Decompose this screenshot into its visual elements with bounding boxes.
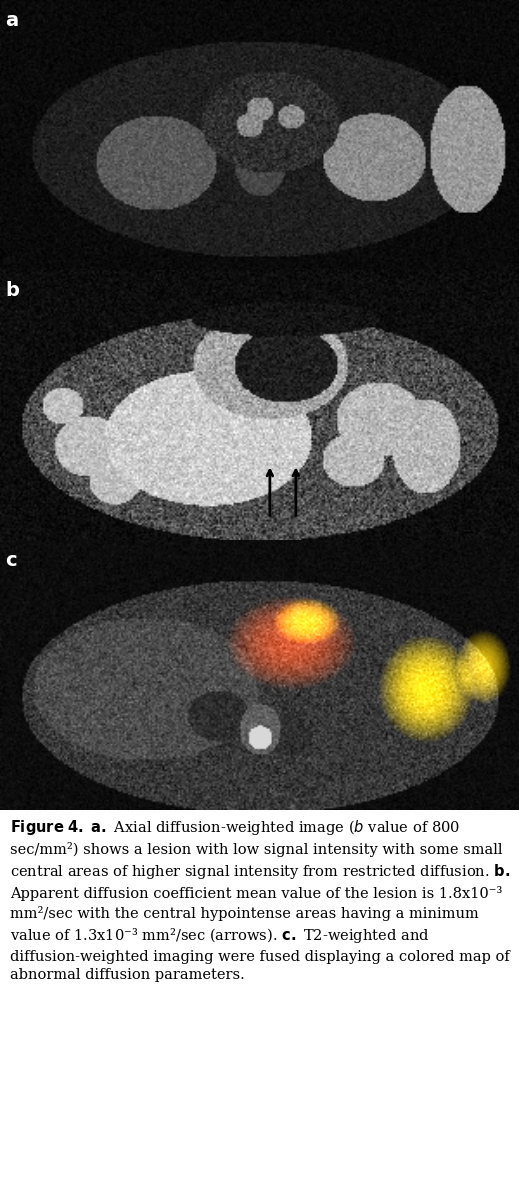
- Text: a: a: [5, 11, 18, 30]
- Text: c: c: [5, 551, 17, 570]
- Text: b: b: [5, 281, 19, 300]
- Text: $\bf{Figure\ 4.}$ $\bf{a.}$ Axial diffusion-weighted image ($b$ value of 800 sec: $\bf{Figure\ 4.}$ $\bf{a.}$ Axial diffus…: [10, 818, 511, 982]
